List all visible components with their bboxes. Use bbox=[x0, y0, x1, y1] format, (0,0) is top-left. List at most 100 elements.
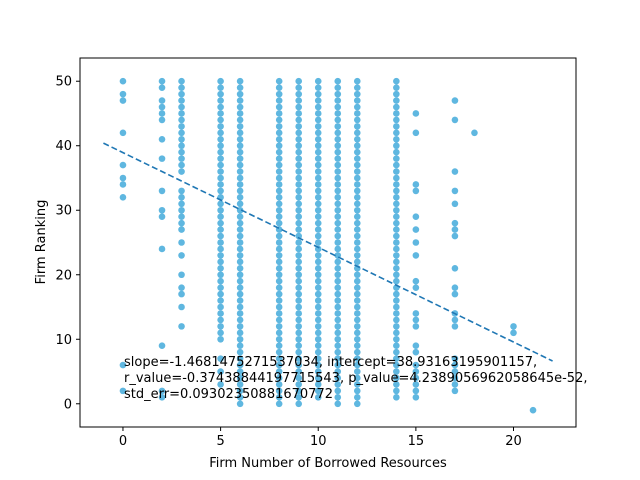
data-point bbox=[334, 110, 342, 117]
data-point bbox=[158, 206, 166, 214]
data-point bbox=[393, 374, 400, 382]
data-point bbox=[314, 103, 322, 111]
data-point bbox=[295, 303, 303, 311]
data-point bbox=[295, 200, 303, 208]
data-point bbox=[178, 252, 185, 259]
data-point bbox=[217, 271, 224, 279]
data-point bbox=[314, 329, 322, 337]
data-point bbox=[178, 168, 185, 175]
data-point bbox=[412, 342, 420, 350]
data-point bbox=[275, 200, 283, 208]
data-point bbox=[236, 265, 244, 272]
data-point bbox=[275, 194, 283, 201]
data-point bbox=[353, 335, 361, 343]
y-axis-label: Firm Ranking bbox=[34, 200, 49, 285]
data-point bbox=[334, 194, 342, 201]
data-point bbox=[412, 361, 420, 369]
data-point bbox=[217, 232, 224, 240]
data-point bbox=[353, 110, 361, 117]
data-point bbox=[334, 323, 342, 330]
data-point bbox=[314, 303, 322, 311]
data-point bbox=[353, 258, 361, 266]
data-point bbox=[353, 361, 361, 369]
data-point bbox=[393, 129, 400, 137]
data-point bbox=[158, 387, 166, 395]
data-point bbox=[295, 129, 303, 137]
data-point bbox=[353, 290, 361, 298]
data-point bbox=[451, 200, 459, 208]
data-point bbox=[314, 135, 322, 143]
data-point bbox=[217, 123, 224, 130]
data-point bbox=[353, 97, 361, 104]
data-point bbox=[178, 135, 185, 143]
data-point bbox=[295, 387, 303, 395]
data-point bbox=[314, 187, 322, 195]
data-point bbox=[275, 368, 283, 375]
data-point bbox=[236, 239, 244, 246]
data-point bbox=[178, 194, 185, 201]
data-point bbox=[217, 335, 224, 343]
data-point bbox=[236, 387, 244, 395]
data-point bbox=[236, 84, 244, 91]
data-point bbox=[314, 219, 322, 227]
data-point bbox=[217, 219, 224, 227]
data-point bbox=[412, 323, 420, 330]
data-point bbox=[393, 368, 400, 375]
data-point bbox=[353, 77, 361, 85]
data-point bbox=[275, 381, 283, 388]
data-point bbox=[393, 348, 400, 356]
data-point bbox=[353, 400, 361, 408]
data-point bbox=[314, 129, 322, 137]
data-point bbox=[295, 252, 303, 259]
data-point bbox=[217, 316, 224, 324]
y-tick-label: 30 bbox=[55, 204, 72, 219]
data-point bbox=[275, 181, 283, 188]
data-point bbox=[451, 219, 459, 227]
data-point bbox=[217, 355, 224, 362]
data-point bbox=[314, 284, 322, 291]
data-point bbox=[314, 258, 322, 266]
data-point bbox=[158, 97, 166, 104]
data-point bbox=[334, 187, 342, 195]
data-point bbox=[295, 219, 303, 227]
data-point bbox=[275, 148, 283, 156]
data-point bbox=[334, 97, 342, 104]
data-point bbox=[236, 290, 244, 298]
data-point bbox=[178, 84, 185, 91]
data-point bbox=[314, 342, 322, 350]
axes-layer: 0 5 10 15 20 0 10 20 30 40 50 bbox=[55, 75, 521, 449]
data-point bbox=[412, 213, 420, 220]
x-tick-label: 15 bbox=[408, 434, 425, 449]
data-point bbox=[236, 110, 244, 117]
data-point bbox=[119, 194, 127, 201]
data-point bbox=[295, 290, 303, 298]
annotation-layer: slope=-1.4681475271537034, intercept=38.… bbox=[124, 355, 587, 402]
data-point bbox=[353, 181, 361, 188]
data-point bbox=[393, 290, 400, 298]
data-point bbox=[314, 90, 322, 98]
data-point bbox=[119, 77, 127, 85]
data-point bbox=[393, 323, 400, 330]
data-point bbox=[236, 368, 244, 375]
data-point bbox=[314, 161, 322, 169]
data-point bbox=[158, 187, 166, 195]
data-point bbox=[178, 271, 185, 279]
data-point bbox=[393, 329, 400, 337]
data-point bbox=[314, 226, 322, 233]
data-point bbox=[314, 116, 322, 124]
data-point bbox=[314, 181, 322, 188]
data-point bbox=[353, 155, 361, 162]
data-point bbox=[334, 258, 342, 266]
data-point bbox=[236, 90, 244, 98]
data-point bbox=[353, 232, 361, 240]
data-point bbox=[334, 316, 342, 324]
data-point bbox=[393, 239, 400, 246]
data-point bbox=[236, 335, 244, 343]
data-point bbox=[295, 135, 303, 143]
data-point bbox=[314, 194, 322, 201]
data-point bbox=[178, 116, 185, 124]
data-point bbox=[412, 316, 420, 324]
data-point bbox=[217, 226, 224, 233]
data-point bbox=[314, 174, 322, 182]
data-point bbox=[236, 258, 244, 266]
